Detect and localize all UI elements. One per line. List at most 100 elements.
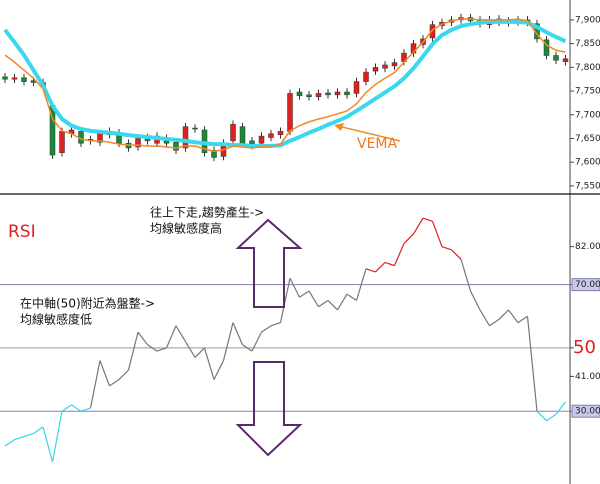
rsi-segment	[431, 221, 443, 247]
rsi-segment	[109, 379, 120, 387]
candle-body	[268, 133, 274, 138]
candle-body	[287, 93, 293, 132]
rsi-segment	[308, 290, 320, 308]
rsi-title: RSI	[8, 222, 36, 242]
y-tick-label: 70.00	[575, 280, 600, 290]
rsi-segment	[51, 411, 63, 462]
rsi-segment	[42, 426, 54, 463]
rsi-segment	[147, 344, 158, 352]
vema-label: VEMA	[357, 136, 398, 152]
candle-body	[372, 67, 379, 72]
rsi-segment	[479, 309, 491, 327]
rsi-segment	[203, 347, 215, 380]
candle-body	[543, 39, 550, 56]
y-tick-label: 30.00	[575, 407, 600, 417]
rsi-segment	[412, 217, 424, 235]
candle-body	[562, 58, 569, 62]
y-tick-label: 7,800	[575, 63, 600, 73]
candle-body	[11, 77, 18, 80]
rsi-segment	[403, 233, 414, 244]
rsi-segment	[222, 322, 234, 361]
candle-body	[135, 138, 141, 148]
rsi-segment	[184, 341, 196, 358]
rsi-segment	[546, 413, 557, 422]
rsi-segment	[318, 299, 329, 308]
tick-box	[571, 278, 600, 292]
vema-pointer	[337, 125, 401, 142]
rsi-segment	[536, 410, 547, 422]
candle-body	[59, 131, 65, 153]
rsi-segment	[23, 432, 34, 438]
rsi-segment	[14, 435, 25, 441]
price-panel: 7,550 7,600 7,650 7,700 7,750 7,800 7,850 7,900	[2, 13, 600, 191]
rsi-segment	[346, 293, 357, 301]
y-tick-label: 7,650	[575, 134, 600, 144]
candle-body	[353, 81, 360, 94]
y-tick-label: 7,900	[575, 15, 600, 25]
rsi-segment	[451, 249, 462, 260]
rsi-segment	[270, 322, 281, 327]
rsi-segment	[165, 325, 177, 349]
y-tick-label: 7,850	[575, 39, 600, 49]
up-arrow	[235, 218, 303, 308]
candle-body	[2, 76, 8, 80]
rsi-segment	[175, 325, 187, 342]
rsi-segment	[517, 315, 528, 324]
rsi-segment	[299, 290, 310, 298]
candle-body	[277, 131, 284, 135]
candle-body	[182, 126, 189, 149]
candle-body	[344, 91, 350, 96]
annotation: 均線敏感度低	[20, 312, 92, 327]
y-tick-label: 41.00	[575, 372, 600, 382]
candle-body	[211, 150, 217, 158]
rsi-segment	[71, 404, 82, 412]
rsi-segment	[460, 259, 472, 292]
rsi-segment	[213, 360, 225, 380]
candle-body	[258, 135, 265, 144]
candle-body	[192, 127, 198, 130]
rsi-segment	[375, 262, 386, 273]
rsi-segment	[33, 426, 44, 434]
rsi-segment	[365, 268, 376, 273]
candle-body	[429, 24, 436, 39]
rsi-segment	[422, 217, 433, 222]
y-tick-label: 7,600	[575, 158, 600, 168]
candle-body	[363, 71, 369, 82]
candle-body	[391, 62, 398, 67]
rsi-segment	[99, 360, 111, 387]
rsi-panel: 82.00 70.00 50 41.00 30.00	[0, 217, 600, 463]
candle-body	[296, 91, 303, 97]
y-tick-label: 7,550	[575, 181, 600, 191]
rsi-segment	[489, 318, 500, 327]
y-tick-label: 50	[573, 337, 596, 358]
rsi-segment	[498, 309, 509, 320]
rsi-segment	[289, 278, 301, 298]
moving-average	[4, 18, 566, 153]
candle-body	[239, 126, 246, 144]
candle-body	[21, 77, 27, 82]
rsi-segment	[232, 322, 244, 345]
candle-body	[553, 55, 559, 61]
candle-body	[315, 93, 322, 97]
candle-body	[306, 94, 312, 97]
rsi-segment	[393, 243, 405, 266]
rsi-segment	[137, 331, 148, 346]
rsi-segment	[194, 347, 205, 358]
rsi-segment	[469, 290, 481, 311]
rsi-segment	[355, 268, 367, 301]
rsi-segment	[80, 407, 91, 412]
rsi-segment	[279, 278, 291, 323]
rsi-segment	[127, 331, 139, 371]
moving-average	[3, 19, 567, 149]
rsi-segment	[261, 325, 272, 333]
annotation: 在中軸(50)附近為盤整->	[20, 296, 155, 311]
rsi-segment	[508, 309, 519, 323]
candle-body	[382, 64, 388, 69]
tick-box	[571, 404, 600, 418]
rsi-segment	[336, 293, 348, 311]
rsi-segment	[89, 360, 101, 409]
annotation: 均線敏感度高	[150, 221, 222, 236]
rsi-segment	[251, 331, 263, 352]
